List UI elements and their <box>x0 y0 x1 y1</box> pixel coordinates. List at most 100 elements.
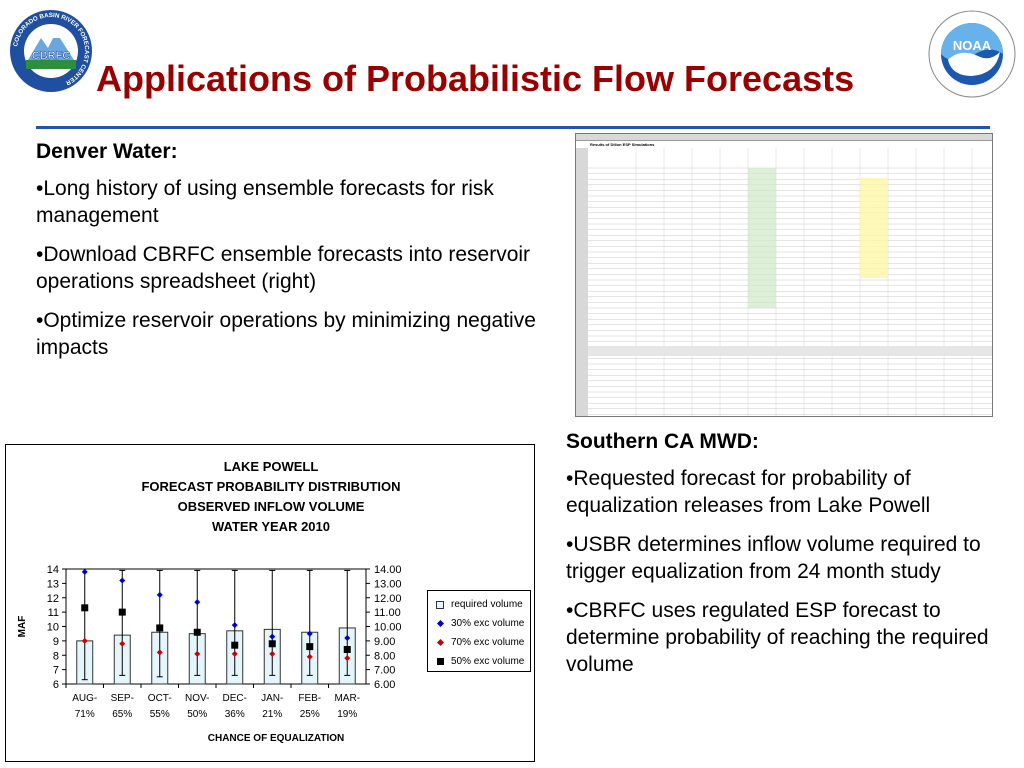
legend-item-70: 70% exc volume <box>433 633 525 652</box>
exc50-marker <box>268 640 276 648</box>
exc50-marker <box>156 624 164 632</box>
spreadsheet-grid <box>576 148 992 416</box>
spreadsheet-column-header <box>576 134 992 141</box>
right-tick-label: 13.00 <box>374 578 402 590</box>
mwd-bullet-1: •Requested forecast for probability of e… <box>566 467 931 517</box>
x-tick-percent: 25% <box>300 709 320 720</box>
left-tick-label: 10 <box>47 622 59 634</box>
cbrfc-text: CBRFC <box>32 50 71 62</box>
left-tick-label: 9 <box>53 636 59 648</box>
plot-area <box>65 568 367 685</box>
exc70-marker <box>344 655 351 662</box>
x-tick-label: SEP- <box>111 693 134 704</box>
exc70-marker <box>231 650 238 657</box>
spreadsheet-band <box>588 346 992 356</box>
exc70-marker <box>119 640 126 647</box>
right-tick-label: 12.00 <box>374 593 402 605</box>
x-tick-label: FEB- <box>298 693 321 704</box>
red-diamond-icon <box>433 638 447 647</box>
exc70-marker <box>269 650 276 657</box>
denver-water-section: Denver Water: •Long history of using ens… <box>36 138 556 373</box>
exc30-marker <box>81 568 88 575</box>
exc50-marker <box>306 643 314 651</box>
exc70-marker <box>194 650 201 657</box>
chart-x-axis-title: CHANCE OF EQUALIZATION <box>207 733 345 744</box>
y-axis-label: MAF <box>17 616 28 638</box>
exc70-marker <box>156 649 163 656</box>
legend-label: 30% exc volume <box>451 618 525 629</box>
denver-heading: Denver Water: <box>36 140 178 163</box>
x-tick-label: NOV- <box>185 693 209 704</box>
spreadsheet-title: Results of Dillon ESP Simulations <box>590 142 655 147</box>
exc30-marker <box>119 577 126 584</box>
chart-title: LAKE POWELL FORECAST PROBABILITY DISTRIB… <box>6 457 536 537</box>
left-tick-label: 14 <box>47 564 59 576</box>
left-tick-label: 12 <box>47 593 59 605</box>
x-tick-percent: 36% <box>225 709 245 720</box>
right-tick-label: 14.00 <box>374 564 402 576</box>
noaa-logo: NOAA <box>928 10 1016 98</box>
exc70-marker <box>306 653 313 660</box>
denver-bullet-1: •Long history of using ensemble forecast… <box>36 177 494 227</box>
legend-item-required: required volume <box>433 595 525 614</box>
right-tick-label: 7.00 <box>374 665 395 677</box>
x-tick-percent: 19% <box>337 709 357 720</box>
left-tick-label: 8 <box>53 650 59 662</box>
denver-bullet-2: •Download CBRFC ensemble forecasts into … <box>36 243 531 293</box>
right-tick-label: 10.00 <box>374 622 402 634</box>
black-square-icon <box>433 658 447 665</box>
x-tick-label: DEC- <box>223 693 247 704</box>
legend-item-50: 50% exc volume <box>433 652 525 671</box>
exc50-marker <box>81 604 89 612</box>
x-tick-label: JAN- <box>261 693 283 704</box>
left-tick-label: 7 <box>53 665 59 677</box>
left-tick-label: 11 <box>48 607 59 619</box>
chart-legend: required volume 30% exc volume 70% exc v… <box>427 590 531 672</box>
noaa-text: NOAA <box>953 38 992 53</box>
right-tick-label: 6.00 <box>374 679 395 691</box>
spreadsheet-highlight-yellow <box>860 178 888 278</box>
chart-title-line: OBSERVED INFLOW VOLUME <box>177 499 365 514</box>
x-tick-label: MAR- <box>334 693 360 704</box>
legend-label: 70% exc volume <box>451 637 525 648</box>
bar-swatch-icon <box>433 600 447 609</box>
spreadsheet-highlight-green <box>748 168 776 308</box>
denver-bullet-3: •Optimize reservoir operations by minimi… <box>36 309 536 359</box>
x-tick-percent: 21% <box>262 709 282 720</box>
title-divider <box>36 126 990 129</box>
esp-spreadsheet-image: Results of Dillon ESP Simulations <box>575 133 993 417</box>
chart-title-line: FORECAST PROBABILITY DISTRIBUTION <box>141 479 401 494</box>
left-tick-label: 13 <box>47 578 59 590</box>
chart-plot: 6 7 8 9 10 11 12 13 14 6.00 7.00 8.00 9.00 10.00 11.00… <box>17 564 402 720</box>
lake-powell-chart: LAKE POWELL FORECAST PROBABILITY DISTRIB… <box>5 444 535 762</box>
legend-label: 50% exc volume <box>451 656 525 667</box>
x-tick-percent: 65% <box>112 709 132 720</box>
x-tick-percent: 71% <box>75 709 95 720</box>
chart-title-line: LAKE POWELL <box>223 459 319 474</box>
mwd-bullet-3: •CBRFC uses regulated ESP forecast to de… <box>566 599 989 676</box>
exc50-marker <box>231 641 239 649</box>
cbrfc-logo: CBRFC COLORADO BASIN RIVER FORECAST CENT… <box>8 8 94 94</box>
left-tick-label: 6 <box>53 679 59 691</box>
exc50-marker <box>343 646 351 653</box>
x-tick-percent: 50% <box>187 709 207 720</box>
exc50-marker <box>118 608 126 616</box>
mwd-heading: Southern CA MWD: <box>566 430 759 453</box>
exc30-marker <box>344 635 351 641</box>
exc30-marker <box>194 599 201 606</box>
x-tick-label: AUG- <box>72 693 97 704</box>
exc70-marker <box>81 637 88 644</box>
page-title: Applications of Probabilistic Flow Forec… <box>96 58 855 99</box>
exc30-marker <box>306 630 313 637</box>
x-tick-percent: 55% <box>150 709 170 720</box>
x-tick-label: OCT- <box>148 693 172 704</box>
right-tick-label: 8.00 <box>374 650 395 662</box>
legend-item-30: 30% exc volume <box>433 614 525 633</box>
mwd-section: Southern CA MWD: •Requested forecast for… <box>566 428 1016 690</box>
exc30-marker <box>156 591 163 598</box>
blue-diamond-icon <box>433 619 447 628</box>
exc50-marker <box>193 628 201 636</box>
chart-title-line: WATER YEAR 2010 <box>211 519 330 534</box>
exc30-marker <box>269 633 276 640</box>
legend-label: required volume <box>451 599 523 610</box>
